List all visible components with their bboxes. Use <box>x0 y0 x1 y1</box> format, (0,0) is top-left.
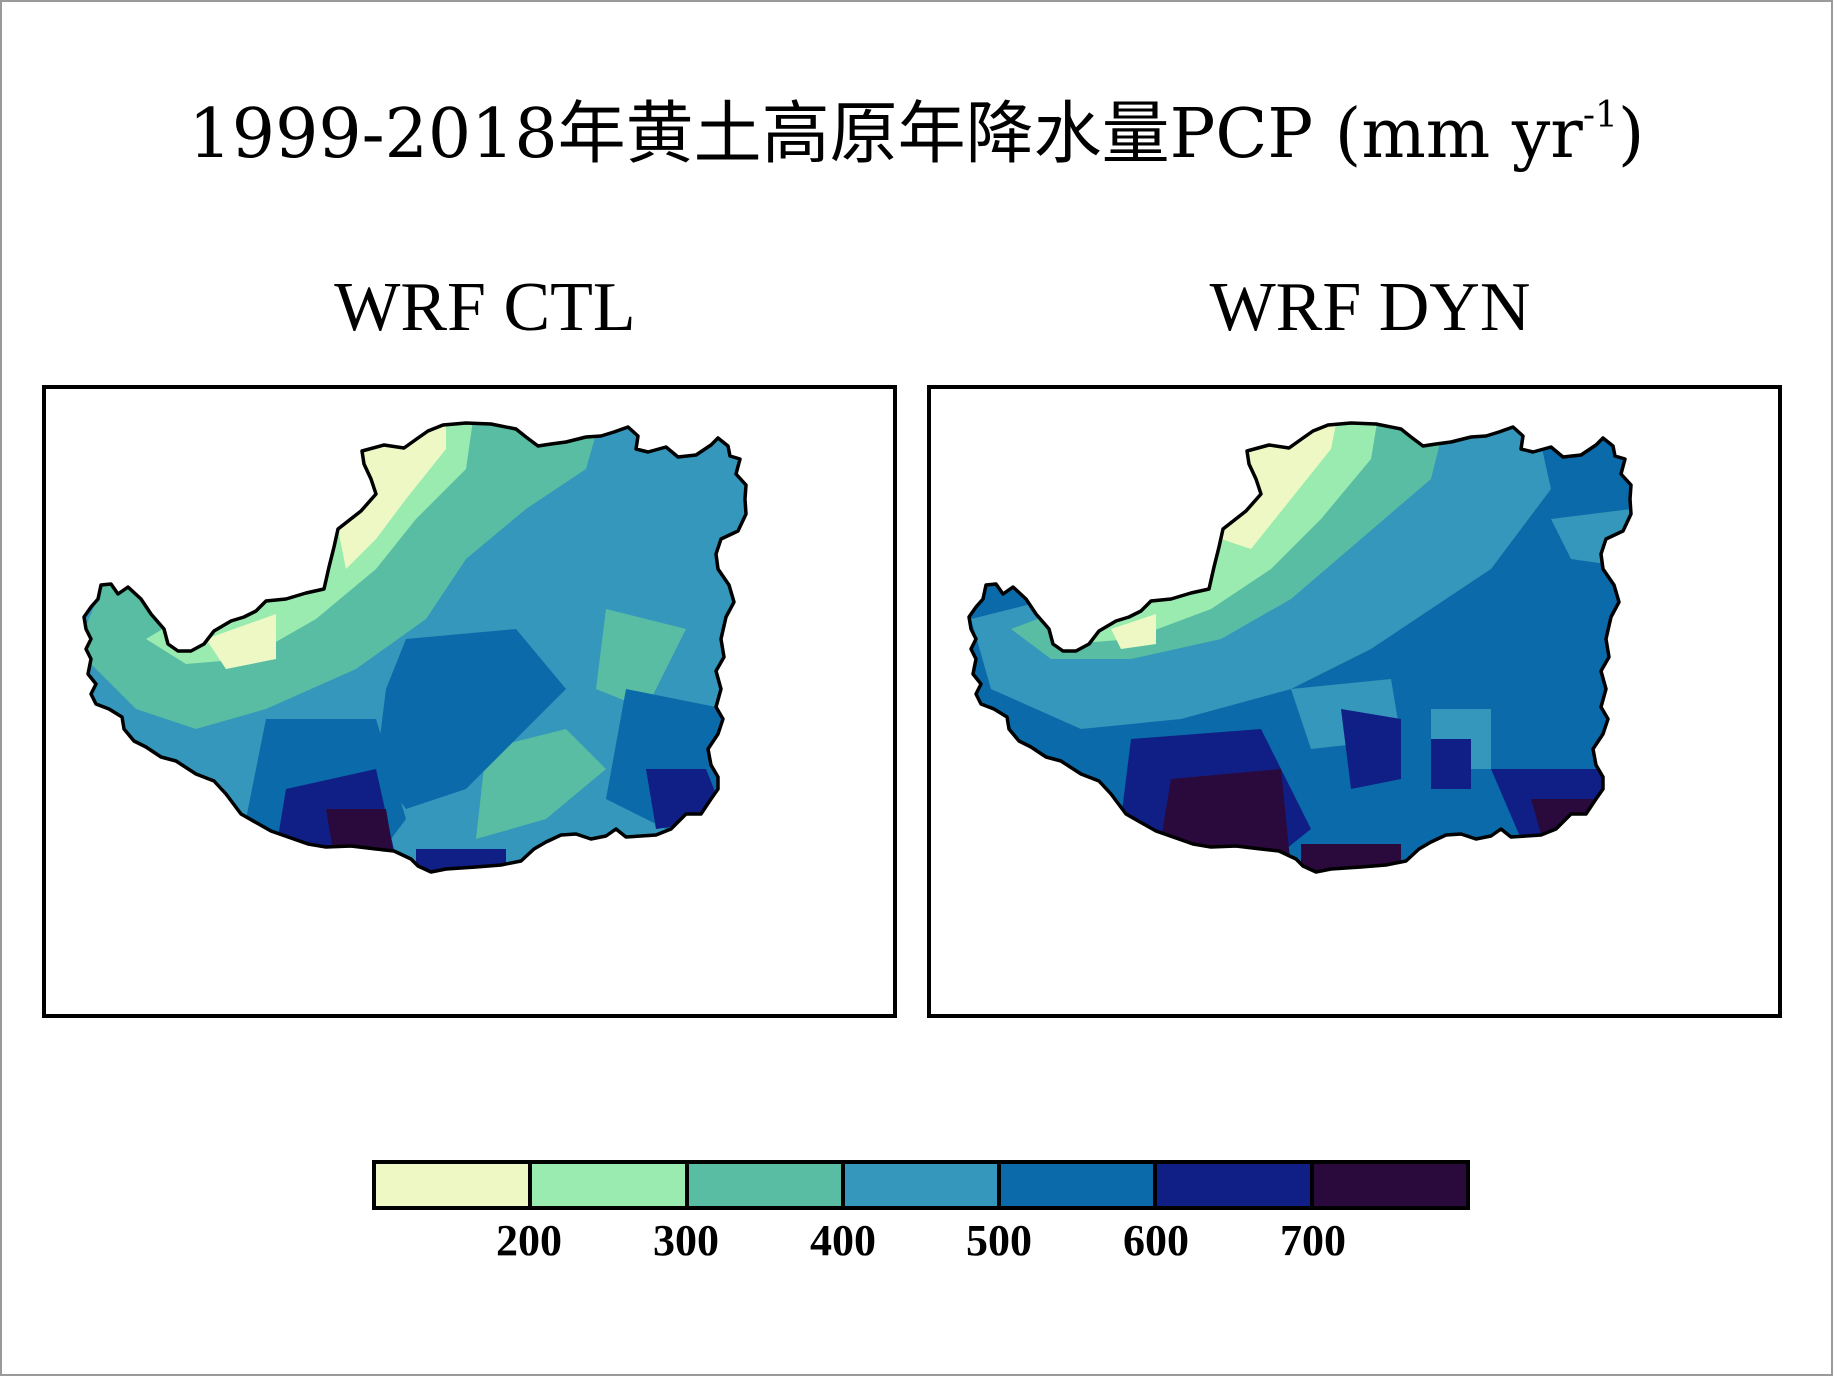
loess-plateau-boundary-ctl <box>82 421 748 874</box>
map-panel-ctl <box>42 385 897 1018</box>
colorbar-tick-label: 300 <box>653 1216 719 1265</box>
colorbar-swatch <box>376 1164 533 1206</box>
map-ctl-svg <box>82 421 748 874</box>
map-dyn-svg <box>967 421 1633 874</box>
colorbar-swatch <box>844 1164 1002 1206</box>
colorbar-swatch <box>688 1164 845 1206</box>
colorbar-tick-label: 200 <box>496 1216 562 1265</box>
colorbar-swatch <box>1157 1164 1314 1206</box>
colorbar-tick-label: 700 <box>1280 1216 1346 1265</box>
figure-title-close: ) <box>1617 95 1645 174</box>
colorbar-tick-label: 400 <box>810 1216 876 1265</box>
figure-title-text: 1999-2018年黄土高原年降水量PCP (mm yr <box>188 95 1583 174</box>
loess-plateau-boundary-dyn <box>967 421 1633 874</box>
colorbar <box>372 1160 1470 1210</box>
colorbar-swatch <box>532 1164 689 1206</box>
map-panel-dyn <box>927 385 1782 1018</box>
panel-title-ctl: WRF CTL <box>334 269 636 346</box>
colorbar-tick-label: 600 <box>1123 1216 1189 1265</box>
panel-title-dyn: WRF DYN <box>1209 269 1531 346</box>
figure-title: 1999-2018年黄土高原年降水量PCP (mm yr-1) <box>0 95 1833 175</box>
figure-title-superscript: -1 <box>1582 95 1618 136</box>
colorbar-tick-label: 500 <box>966 1216 1032 1265</box>
colorbar-swatch <box>1001 1164 1158 1206</box>
colorbar-swatch <box>1313 1164 1466 1206</box>
